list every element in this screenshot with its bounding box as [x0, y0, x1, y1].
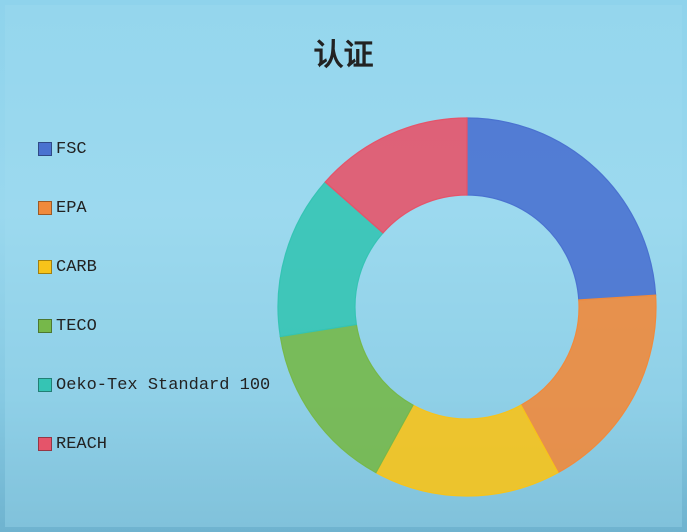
legend-item: TECO	[38, 313, 273, 372]
legend-swatch	[38, 319, 52, 333]
donut-segment	[324, 117, 468, 234]
legend-item: FSC	[38, 136, 273, 195]
chart-title: 认证	[313, 38, 374, 73]
legend-swatch	[38, 437, 52, 451]
legend-swatch	[38, 201, 52, 215]
legend-label: REACH	[56, 435, 108, 454]
legend-item: REACH	[38, 431, 273, 490]
legend-label: EPA	[56, 199, 87, 218]
legend-swatch	[38, 142, 52, 156]
legend-label: FSC	[56, 140, 87, 159]
legend-swatch	[38, 260, 52, 274]
legend-item: CARB	[38, 254, 273, 313]
legend-swatch	[38, 378, 52, 392]
donut-segment	[466, 117, 657, 301]
legend-item: EPA	[38, 195, 273, 254]
legend-label: TECO	[56, 317, 97, 336]
legend: FSC EPA CARB TECO Oeko-Tex Standard 100 REACH	[38, 136, 273, 490]
legend-label: Oeko-Tex Standard 100	[56, 376, 271, 395]
legend-item: Oeko-Tex Standard 100	[38, 372, 273, 431]
legend-label: CARB	[56, 258, 97, 277]
